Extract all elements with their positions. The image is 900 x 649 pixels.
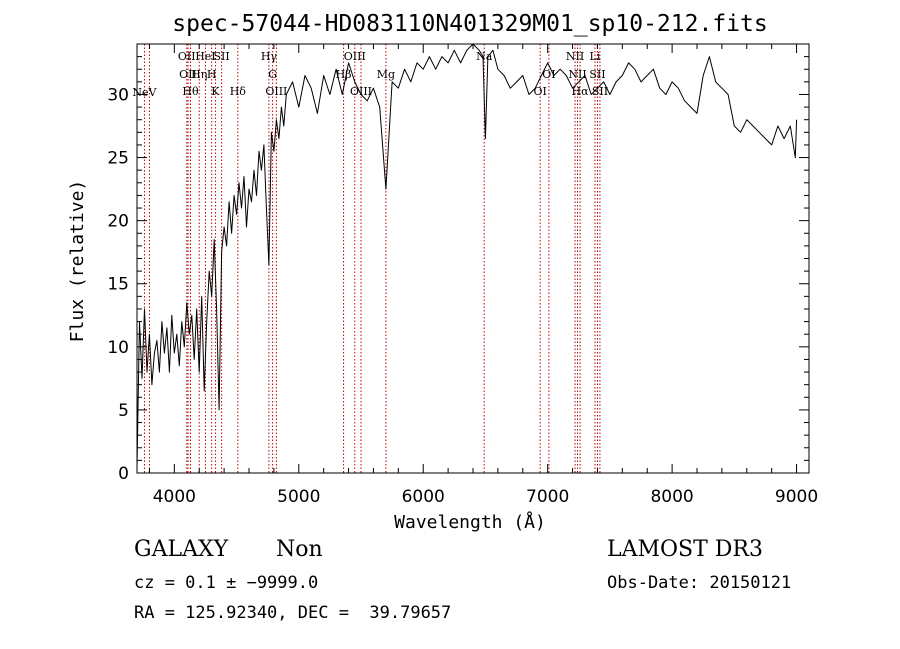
y-tick-label: 30 [107,85,129,105]
emission-line-label: G [268,68,277,81]
emission-line-label: Na [476,50,493,63]
y-tick-label: 0 [118,464,129,484]
emission-line-label: OIII [344,50,366,63]
object-class: GALAXY [134,537,229,562]
emission-line-label: Hβ [336,68,352,81]
emission-line-label: Li [590,50,601,63]
x-tick-label: 6000 [402,487,445,507]
x-axis-ticks: 4000 5000 6000 7000 8000 9000 [148,44,818,507]
spectrum-series-line [136,43,798,467]
emission-line-markers [143,44,601,473]
x-tick-label: 7000 [526,487,569,507]
emission-line-label: OII [179,68,197,81]
x-tick-label: 5000 [277,487,320,507]
y-axis-label: Flux (relative) [67,180,88,343]
emission-line-labels: NeV OII OII Hθ Hη HeI HK SII Hδ Hγ G OIII Hβ OIII OIII… [132,50,608,99]
y-tick-label: 10 [107,338,129,358]
chart-title: spec-57044-HD083110N401329M01_sp10-212.f… [172,11,767,37]
emission-line-label: SII [592,85,608,98]
emission-line-label: NII [566,50,584,63]
x-axis-label: Wavelength (Å) [394,511,546,533]
emission-line-label: NeV [132,86,157,99]
redshift-text: cz = 0.1 ± −9999.0 [134,573,319,593]
emission-line-label: OI [534,85,547,98]
emission-line-label: OIII [350,85,372,98]
object-subclass: Non [276,537,323,562]
emission-line-label: OIII [265,85,287,98]
emission-line-label: Hγ [261,50,278,63]
y-tick-label: 20 [107,212,129,232]
emission-line-label: Hδ [230,85,247,98]
emission-line-label: Hη [191,68,207,81]
emission-line-label: NII [568,68,586,81]
emission-line-label: OII [178,50,196,63]
emission-line-label: OI [542,68,555,81]
survey-name: LAMOST DR3 [607,537,763,562]
series-layer [136,43,798,467]
emission-line-label: HeI [195,50,215,63]
emission-line-label: Mg [377,68,395,81]
x-tick-label: 9000 [775,487,818,507]
emission-line-label: K [211,85,220,98]
emission-line-label: Hθ [182,85,199,98]
x-tick-label: 4000 [153,487,196,507]
emission-line-label: SII [589,68,605,81]
y-tick-label: 15 [107,275,129,295]
emission-line-label: SII [214,50,230,63]
obs-date-text: Obs-Date: 20150121 [607,573,792,593]
x-tick-label: 8000 [650,487,693,507]
coordinates-text: RA = 125.92340, DEC = 39.79657 [134,603,452,623]
y-tick-label: 5 [118,401,129,421]
y-tick-label: 25 [107,149,129,169]
emission-line-label: H [207,68,217,81]
emission-line-label: Hα [572,85,590,98]
y-axis-ticks: 0 5 10 15 20 25 30 [107,56,809,484]
